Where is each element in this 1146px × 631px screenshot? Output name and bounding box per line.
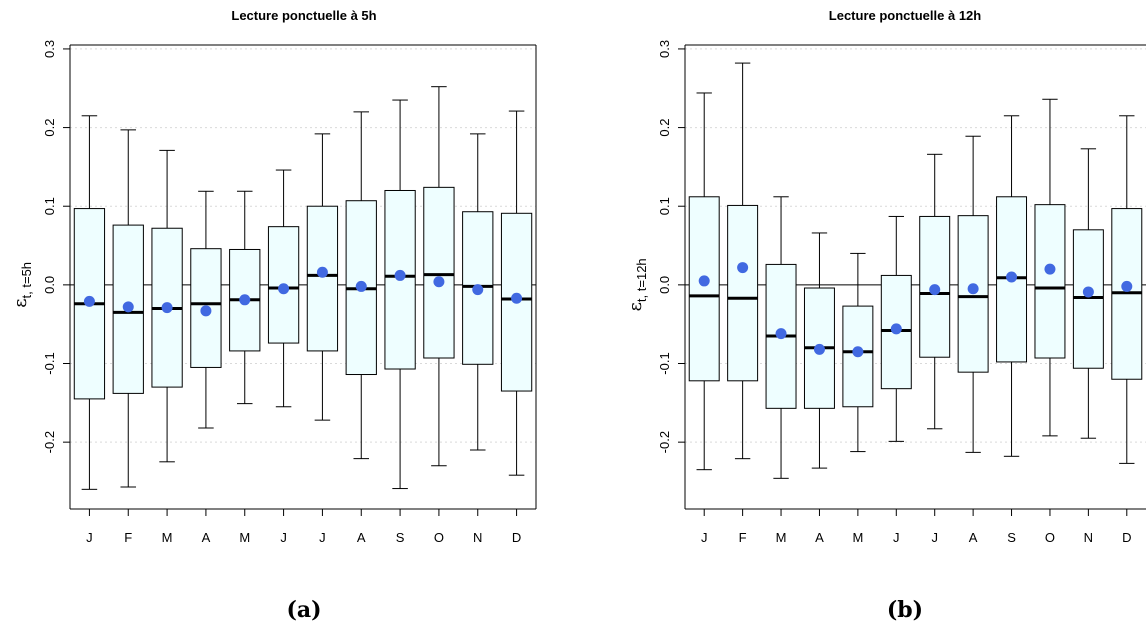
x-tick-label: S xyxy=(1007,530,1016,545)
x-tick-label: J xyxy=(701,530,708,545)
box-a-4 xyxy=(803,232,835,469)
iqr-box xyxy=(423,186,455,359)
box-m-5 xyxy=(842,252,874,453)
mean-point xyxy=(394,269,406,281)
box-j-1 xyxy=(688,92,720,471)
y-tick-label: 0.1 xyxy=(42,197,57,215)
box-s-9 xyxy=(996,115,1028,457)
box-a-8 xyxy=(345,111,377,460)
x-tick-label: A xyxy=(357,530,366,545)
box-a-4 xyxy=(190,190,222,429)
mean-point xyxy=(1121,280,1133,292)
box-j-6 xyxy=(880,215,912,442)
x-tick-label: F xyxy=(739,530,747,545)
mean-point xyxy=(83,295,95,307)
x-tick-label: F xyxy=(124,530,132,545)
mean-point xyxy=(813,343,825,355)
x-tick-label: N xyxy=(473,530,482,545)
mean-point xyxy=(122,301,134,313)
box-j-6 xyxy=(267,169,300,408)
mean-point xyxy=(890,323,902,335)
y-tick-label: -0.1 xyxy=(42,352,57,374)
x-tick-label: J xyxy=(280,530,287,545)
y-tick-label: 0.2 xyxy=(42,119,57,137)
mean-point xyxy=(1044,263,1056,275)
iqr-box xyxy=(1072,229,1104,369)
mean-point xyxy=(698,275,710,287)
chart-title: Lecture ponctuelle à 5h xyxy=(231,8,376,23)
x-tick-label: S xyxy=(396,530,405,545)
panel-b: Lecture ponctuelle à 12h -0.2 -0.1 0.0 0.1 0.… xyxy=(625,8,1146,623)
y-tick-label: 0.3 xyxy=(42,40,57,58)
mean-point xyxy=(737,262,749,274)
y-axis-label: εt, t=5h xyxy=(10,262,34,308)
mean-point xyxy=(316,266,328,278)
mean-point xyxy=(200,305,212,317)
mean-point xyxy=(775,328,787,340)
mean-point xyxy=(355,280,367,292)
iqr-box xyxy=(688,196,720,382)
box-j-1 xyxy=(73,115,106,490)
box-n-11 xyxy=(462,133,494,451)
x-tick-label: A xyxy=(969,530,978,545)
mean-point xyxy=(929,284,941,296)
x-tick-label: J xyxy=(893,530,900,545)
x-tick-label: J xyxy=(86,530,93,545)
y-tick-label: 0.0 xyxy=(657,276,672,294)
x-tick-label: O xyxy=(1045,530,1055,545)
mean-point xyxy=(967,283,979,295)
box-j-7 xyxy=(306,133,339,421)
box-j-7 xyxy=(919,153,951,430)
mean-point xyxy=(161,302,173,314)
x-tick-label: D xyxy=(512,530,521,545)
x-tick-label: D xyxy=(1122,530,1131,545)
box-s-9 xyxy=(384,99,416,490)
mean-point xyxy=(1006,271,1018,283)
x-tick-label: N xyxy=(1084,530,1093,545)
box-f-2 xyxy=(727,62,759,460)
box-a-8 xyxy=(957,135,989,453)
y-tick-label: 0.2 xyxy=(657,119,672,137)
mean-point xyxy=(472,284,484,296)
panel-caption: (b) xyxy=(887,597,923,623)
mean-point xyxy=(511,292,523,304)
y-tick-label: -0.2 xyxy=(657,431,672,453)
iqr-box xyxy=(727,204,759,382)
box-n-11 xyxy=(1072,148,1104,439)
x-tick-label: M xyxy=(776,530,787,545)
x-tick-label: M xyxy=(852,530,863,545)
y-tick-label: 0.1 xyxy=(657,197,672,215)
mean-point xyxy=(278,283,290,295)
mean-point xyxy=(433,276,445,288)
mean-point xyxy=(852,346,864,358)
x-tick-label: M xyxy=(162,530,173,545)
box-m-3 xyxy=(151,149,183,463)
iqr-box xyxy=(306,205,339,352)
y-tick-label: -0.1 xyxy=(657,352,672,374)
y-tick-label: 0.0 xyxy=(42,276,57,294)
x-tick-label: O xyxy=(434,530,444,545)
box-d-12 xyxy=(500,110,533,476)
box-f-2 xyxy=(112,129,144,488)
x-tick-label: J xyxy=(931,530,938,545)
x-tick-label: M xyxy=(239,530,250,545)
box-d-12 xyxy=(1111,115,1143,464)
iqr-box xyxy=(1034,204,1066,359)
x-tick-label: A xyxy=(815,530,824,545)
x-tick-label: A xyxy=(202,530,211,545)
mean-point xyxy=(239,294,251,306)
y-tick-label: 0.3 xyxy=(657,40,672,58)
box-o-10 xyxy=(1034,98,1066,437)
box-o-10 xyxy=(423,86,455,467)
panel-a: Lecture ponctuelle à 5h -0.2 -0.1 0.0 0.1 0.2… xyxy=(10,8,537,623)
box-m-5 xyxy=(229,190,261,405)
mean-point xyxy=(1082,286,1094,298)
chart-title: Lecture ponctuelle à 12h xyxy=(829,8,981,23)
y-axis-label: εt, t=12h xyxy=(625,258,649,311)
panel-caption: (a) xyxy=(286,597,321,623)
x-tick-label: J xyxy=(319,530,326,545)
box-m-3 xyxy=(765,196,797,479)
y-tick-label: -0.2 xyxy=(42,431,57,453)
